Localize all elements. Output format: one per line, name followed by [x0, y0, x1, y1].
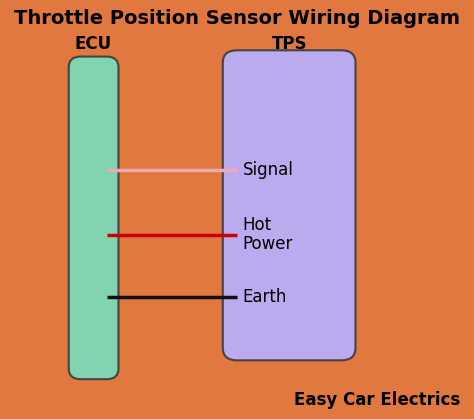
FancyBboxPatch shape [69, 57, 118, 379]
Text: Throttle Position Sensor Wiring Diagram: Throttle Position Sensor Wiring Diagram [14, 9, 460, 28]
Text: TPS: TPS [272, 35, 307, 53]
Text: ECU: ECU [75, 35, 112, 53]
FancyBboxPatch shape [223, 50, 356, 360]
Text: Signal: Signal [243, 161, 293, 178]
Text: Easy Car Electrics: Easy Car Electrics [293, 391, 460, 409]
Text: Earth: Earth [243, 289, 287, 306]
Text: Hot
Power: Hot Power [243, 216, 293, 253]
